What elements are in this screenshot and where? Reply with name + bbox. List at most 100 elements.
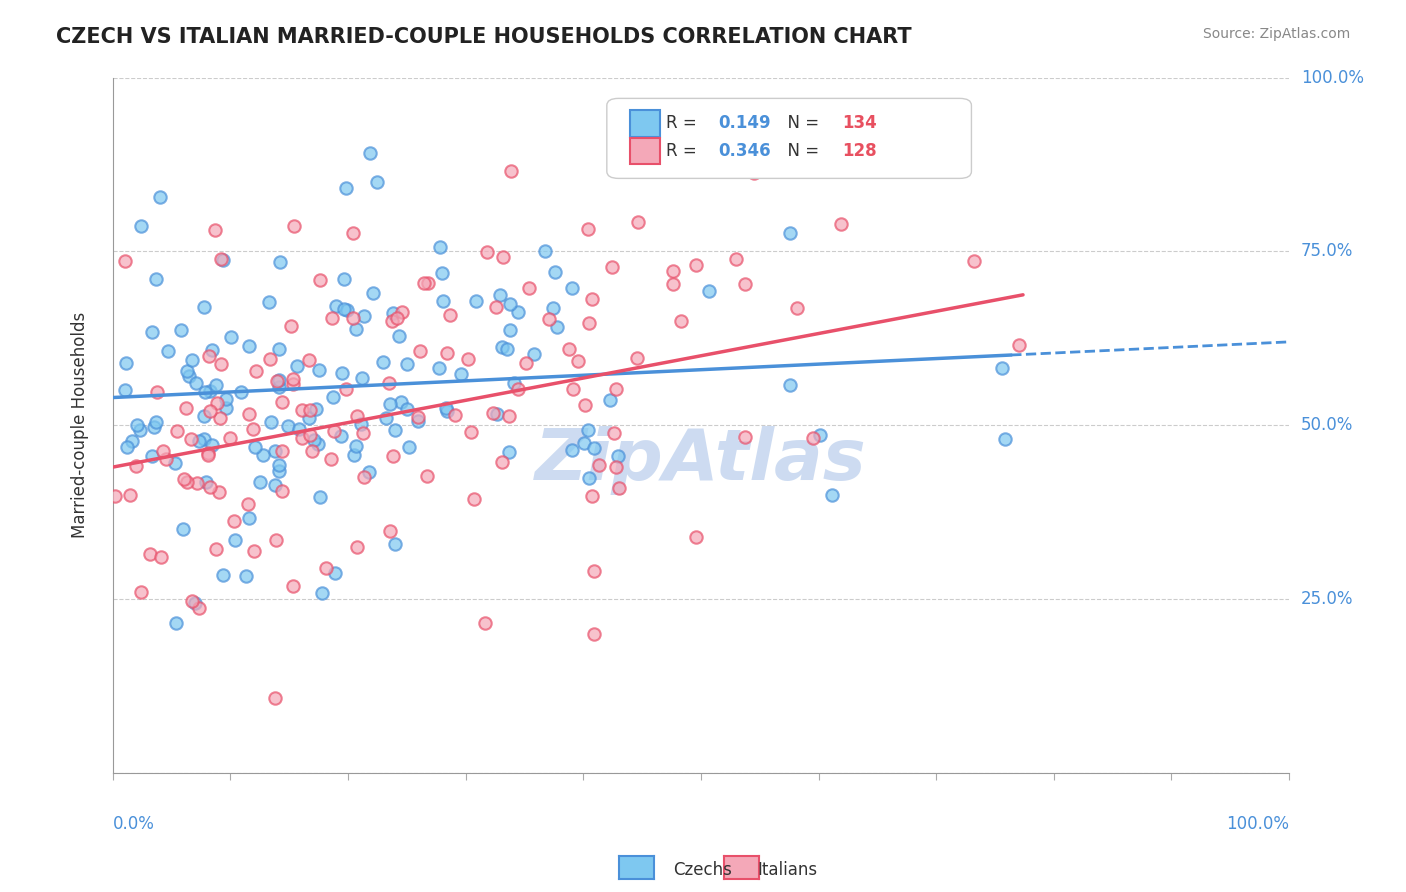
Point [734,277,756,291]
Point [406,414,429,428]
Point [388,329,411,343]
Point [287,359,309,374]
Text: ZipAtlas: ZipAtlas [536,425,866,495]
Point [193,300,215,314]
Point [145,415,167,429]
Point [307,436,329,450]
Point [436,404,458,418]
Point [198,384,221,398]
Point [332,272,354,286]
Point [413,276,436,290]
Point [180,432,202,446]
Point [391,305,413,319]
Point [581,489,603,503]
Point [406,409,429,424]
Point [685,530,707,544]
Point [395,357,418,371]
Point [212,253,235,268]
Point [125,418,148,433]
Point [583,564,606,578]
Point [544,265,567,279]
Point [322,424,344,438]
Point [578,470,600,484]
Point [779,227,801,241]
Point [194,475,217,489]
Point [198,349,221,363]
Point [155,452,177,467]
Point [581,293,603,307]
Y-axis label: Married-couple Households: Married-couple Households [72,312,89,539]
Point [430,266,453,280]
Point [350,417,373,431]
Point [517,281,540,295]
Point [991,360,1014,375]
Text: R =: R = [665,114,702,132]
Point [129,423,152,437]
Point [491,339,513,353]
Point [194,384,217,399]
Point [382,450,405,464]
Point [578,316,600,330]
Point [269,255,291,269]
Point [353,470,375,484]
Point [603,425,626,440]
Point [238,407,260,421]
FancyBboxPatch shape [607,98,972,178]
Point [238,511,260,525]
Point [457,351,479,366]
Point [374,411,396,425]
Text: Source: ZipAtlas.com: Source: ZipAtlas.com [1202,27,1350,41]
Point [538,311,561,326]
Point [281,579,304,593]
Point [463,491,485,506]
Point [115,356,138,370]
Point [205,396,228,410]
Point [283,376,305,391]
Text: 128: 128 [842,142,877,161]
Point [267,373,290,387]
Point [697,284,720,298]
Point [299,428,322,442]
Point [142,420,165,434]
Point [197,448,219,462]
Point [245,364,267,378]
Point [385,311,408,326]
Point [114,383,136,397]
Point [724,252,747,266]
Text: 100.0%: 100.0% [1226,815,1289,833]
Point [264,478,287,492]
Point [546,320,568,334]
Point [574,398,596,412]
Text: N =: N = [778,114,825,132]
Text: R =: R = [665,142,702,161]
Point [235,568,257,582]
Point [460,425,482,439]
Point [346,540,368,554]
FancyBboxPatch shape [630,111,659,136]
Point [184,596,207,610]
Point [378,376,401,391]
Point [350,370,373,384]
Point [465,294,488,309]
Point [173,472,195,486]
Point [321,311,343,326]
Point [209,252,232,266]
Point [380,397,402,411]
Point [104,489,127,503]
Point [121,434,143,449]
Point [779,378,801,392]
Point [450,368,472,382]
Point [288,422,311,436]
Point [309,490,332,504]
Point [475,245,498,260]
Point [605,382,627,396]
Point [685,258,707,272]
Point [395,402,418,417]
Point [280,318,302,333]
Point [211,568,233,582]
Point [607,449,630,463]
Point [269,342,291,356]
Point [319,452,342,467]
Point [588,458,610,472]
Point [371,355,394,369]
